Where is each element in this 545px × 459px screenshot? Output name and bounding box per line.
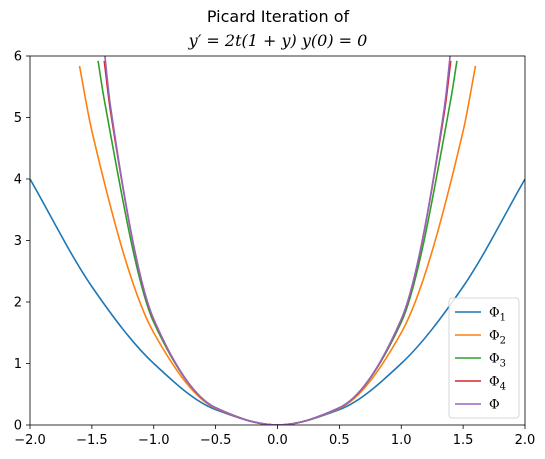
legend-box (448, 297, 520, 419)
series-line-4 (103, 60, 452, 425)
y-tick-label: 5 (14, 111, 22, 126)
x-tick-label: 2.0 (515, 433, 536, 448)
x-tick-label: −1.5 (76, 433, 108, 448)
x-tick-label: 1.0 (391, 433, 412, 448)
x-tick-label: −1.0 (138, 433, 170, 448)
y-tick-label: 4 (14, 173, 22, 188)
chart-title: Picard Iteration of (207, 7, 350, 26)
y-tick-label: 0 (14, 419, 22, 434)
x-tick-label: 1.5 (453, 433, 474, 448)
y-tick-label: 1 (14, 357, 22, 372)
y-tick-label: 6 (14, 50, 22, 65)
chart-subtitle: y′ = 2t(1 + y) y(0) = 0 (188, 31, 368, 50)
y-tick-label: 2 (14, 296, 22, 311)
x-tick-label: 0.0 (267, 433, 288, 448)
axes-layer: −2.0 −1.5 −1.0 −0.5 0.0 0.5 1.0 1.5 2.0 0 1 2 3 4 5 6 (14, 50, 536, 449)
x-tick-label: 0.5 (329, 433, 350, 448)
series-line-2 (78, 65, 477, 425)
series-line-1 (30, 178, 525, 425)
y-tick-label: 3 (14, 234, 22, 249)
series-line-3 (97, 60, 458, 425)
series-layer (30, 56, 525, 425)
x-tick-label: −0.5 (200, 433, 232, 448)
legend-label-5: Φ (489, 398, 500, 413)
x-tick-label: −2.0 (14, 433, 46, 448)
series-line-5 (104, 56, 451, 425)
